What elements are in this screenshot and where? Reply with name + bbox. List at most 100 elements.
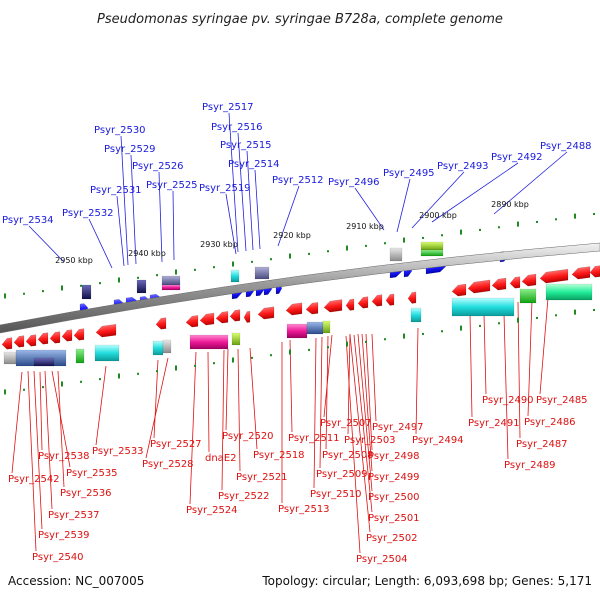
gene-label-forward[interactable]: Psyr_2525 <box>146 180 198 191</box>
reverse-gene-arrow[interactable] <box>345 298 355 311</box>
reverse-gene-arrow[interactable] <box>491 277 507 291</box>
gene-label-forward[interactable]: Psyr_2534 <box>2 215 54 226</box>
gene-label-reverse[interactable]: Psyr_2539 <box>38 530 90 541</box>
gene-label-forward[interactable]: Psyr_2514 <box>228 159 280 170</box>
gene-label-reverse[interactable]: Psyr_2500 <box>368 492 420 503</box>
gene-label-reverse[interactable]: Psyr_2503 <box>344 435 396 446</box>
reverse-gene-arrow[interactable] <box>185 315 199 328</box>
reverse-gene-arrow[interactable] <box>215 311 229 324</box>
gene-label-forward[interactable]: Psyr_2526 <box>132 161 184 172</box>
gene-label-reverse[interactable]: Psyr_2490 <box>482 395 534 406</box>
gene-label-reverse[interactable]: dnaE2 <box>205 453 237 464</box>
scale-tick-lower <box>574 309 576 315</box>
reverse-gene-arrow[interactable] <box>467 279 491 294</box>
gene-label-reverse[interactable]: Psyr_2513 <box>278 504 330 515</box>
gene-label-reverse[interactable]: Psyr_2518 <box>253 450 305 461</box>
gene-label-forward[interactable]: Psyr_2493 <box>437 161 489 172</box>
reverse-gene-arrow[interactable] <box>37 332 49 345</box>
gene-label-reverse[interactable]: Psyr_2491 <box>468 418 520 429</box>
reverse-gene-arrow[interactable] <box>13 335 25 348</box>
scale-tick-label: 2920 kbp <box>273 231 311 240</box>
gene-label-forward[interactable]: Psyr_2531 <box>90 185 142 196</box>
reverse-gene-arrow[interactable] <box>155 317 167 330</box>
gene-label-forward[interactable]: Psyr_2496 <box>328 177 380 188</box>
scale-tick-lower <box>4 389 6 395</box>
reverse-gene-arrow[interactable] <box>285 302 303 316</box>
scale-tick-upper <box>80 284 82 287</box>
gene-label-forward[interactable]: Psyr_2512 <box>272 175 324 186</box>
gene-label-reverse[interactable]: Psyr_2537 <box>48 510 100 521</box>
reverse-gene-arrow[interactable] <box>521 273 537 287</box>
reverse-gene-arrow[interactable] <box>509 276 521 289</box>
gene-label-reverse[interactable]: Psyr_2489 <box>504 460 556 471</box>
reverse-gene-arrow[interactable] <box>95 323 117 338</box>
gene-label-reverse[interactable]: Psyr_2486 <box>524 417 576 428</box>
gene-label-reverse[interactable]: Psyr_2542 <box>8 474 60 485</box>
reverse-gene-arrow[interactable] <box>385 293 395 306</box>
gene-label-reverse[interactable]: Psyr_2504 <box>356 554 408 565</box>
reverse-gene-arrow[interactable] <box>589 265 600 278</box>
reverse-gene-arrow[interactable] <box>451 283 467 297</box>
gene-label-forward[interactable]: Psyr_2515 <box>220 140 272 151</box>
gene-label-forward[interactable]: Psyr_2519 <box>199 183 251 194</box>
reverse-gene-arrow[interactable] <box>323 299 343 313</box>
reverse-gene-arrow[interactable] <box>539 268 569 284</box>
cluster-block <box>189 334 229 350</box>
reverse-gene-arrow[interactable] <box>407 291 417 304</box>
reverse-gene-arrow[interactable] <box>1 337 13 350</box>
gene-label-forward[interactable]: Psyr_2516 <box>211 122 263 133</box>
gene-label-reverse[interactable]: Psyr_2535 <box>66 468 118 479</box>
gene-label-reverse[interactable]: Psyr_2521 <box>236 472 288 483</box>
gene-label-reverse[interactable]: Psyr_2527 <box>150 439 202 450</box>
gene-label-reverse[interactable]: Psyr_2507 <box>320 418 372 429</box>
gene-label-reverse[interactable]: Psyr_2499 <box>368 472 420 483</box>
scale-tick-upper <box>498 226 500 229</box>
gene-label-reverse[interactable]: Psyr_2536 <box>60 488 112 499</box>
gene-label-reverse[interactable]: Psyr_2508 <box>322 450 374 461</box>
gene-label-forward[interactable]: Psyr_2532 <box>62 208 114 219</box>
reverse-gene-arrow[interactable] <box>305 302 319 315</box>
reverse-gene-arrow[interactable] <box>371 294 383 307</box>
reverse-gene-arrow[interactable] <box>73 328 85 341</box>
gene-label-reverse[interactable]: Psyr_2522 <box>218 491 270 502</box>
gene-label-reverse[interactable]: Psyr_2524 <box>186 505 238 516</box>
reverse-gene-arrow[interactable] <box>49 331 61 344</box>
gene-label-reverse[interactable]: Psyr_2511 <box>288 433 340 444</box>
gene-label-reverse[interactable]: Psyr_2533 <box>92 446 144 457</box>
gene-label-reverse[interactable]: Psyr_2487 <box>516 439 568 450</box>
gene-label-reverse[interactable]: Psyr_2520 <box>222 431 274 442</box>
gene-label-reverse[interactable]: Psyr_2497 <box>372 422 424 433</box>
gene-label-reverse[interactable]: Psyr_2538 <box>38 451 90 462</box>
leader-line-forward <box>225 193 237 255</box>
gene-label-reverse[interactable]: Psyr_2502 <box>366 533 418 544</box>
reverse-gene-arrow[interactable] <box>571 266 591 280</box>
reverse-gene-arrow[interactable] <box>199 312 215 326</box>
gene-label-forward[interactable]: Psyr_2495 <box>383 168 435 179</box>
gene-label-reverse[interactable]: Psyr_2501 <box>368 513 420 524</box>
gene-label-reverse[interactable]: Psyr_2509 <box>316 469 368 480</box>
leader-line-reverse <box>289 339 293 433</box>
leader-line-forward <box>277 185 300 247</box>
reverse-gene-arrow[interactable] <box>229 309 241 322</box>
gene-label-reverse[interactable]: Psyr_2528 <box>142 459 194 470</box>
scale-tick-upper <box>479 228 481 231</box>
gene-label-reverse[interactable]: Psyr_2494 <box>412 435 464 446</box>
gene-label-forward[interactable]: Psyr_2488 <box>540 141 592 152</box>
reverse-gene-arrow[interactable] <box>61 329 73 342</box>
reverse-gene-arrow[interactable] <box>257 306 275 320</box>
scale-tick-label: 2900 kbp <box>419 211 457 220</box>
leader-line-reverse <box>469 313 473 418</box>
gene-label-reverse[interactable]: Psyr_2510 <box>310 489 362 500</box>
gene-label-forward[interactable]: Psyr_2530 <box>94 125 146 136</box>
scale-tick-upper <box>308 252 310 255</box>
gene-label-forward[interactable]: Psyr_2492 <box>491 152 543 163</box>
reverse-gene-arrow[interactable] <box>357 296 369 309</box>
gene-label-reverse[interactable]: Psyr_2540 <box>32 552 84 563</box>
reverse-gene-arrow[interactable] <box>243 310 251 323</box>
gene-label-reverse[interactable]: Psyr_2498 <box>368 451 420 462</box>
reverse-gene-arrow[interactable] <box>25 334 37 347</box>
gene-label-forward[interactable]: Psyr_2529 <box>104 144 156 155</box>
gene-label-reverse[interactable]: Psyr_2485 <box>536 395 588 406</box>
gene-label-forward[interactable]: Psyr_2517 <box>202 102 254 113</box>
